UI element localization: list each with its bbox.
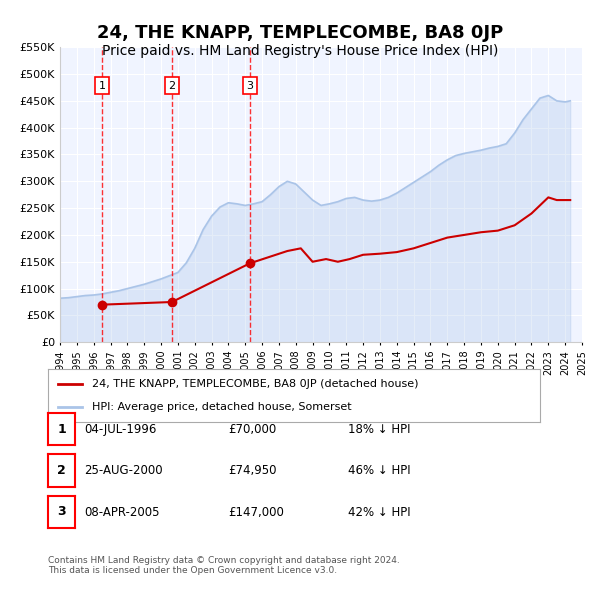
Text: 3: 3 [246,81,253,90]
Text: 46% ↓ HPI: 46% ↓ HPI [348,464,410,477]
Text: 1: 1 [98,81,106,90]
Text: 3: 3 [57,505,66,519]
Text: Price paid vs. HM Land Registry's House Price Index (HPI): Price paid vs. HM Land Registry's House … [102,44,498,58]
Text: 25-AUG-2000: 25-AUG-2000 [84,464,163,477]
Text: £74,950: £74,950 [228,464,277,477]
Text: £70,000: £70,000 [228,423,276,436]
Text: 2: 2 [169,81,176,90]
Text: 24, THE KNAPP, TEMPLECOMBE, BA8 0JP (detached house): 24, THE KNAPP, TEMPLECOMBE, BA8 0JP (det… [92,379,419,389]
Text: 1: 1 [57,422,66,436]
Text: £147,000: £147,000 [228,506,284,519]
Text: HPI: Average price, detached house, Somerset: HPI: Average price, detached house, Some… [92,402,352,412]
Text: 04-JUL-1996: 04-JUL-1996 [84,423,157,436]
Text: 18% ↓ HPI: 18% ↓ HPI [348,423,410,436]
Text: Contains HM Land Registry data © Crown copyright and database right 2024.
This d: Contains HM Land Registry data © Crown c… [48,556,400,575]
Text: 24, THE KNAPP, TEMPLECOMBE, BA8 0JP: 24, THE KNAPP, TEMPLECOMBE, BA8 0JP [97,24,503,42]
Text: 42% ↓ HPI: 42% ↓ HPI [348,506,410,519]
Text: 08-APR-2005: 08-APR-2005 [84,506,160,519]
Text: 2: 2 [57,464,66,477]
